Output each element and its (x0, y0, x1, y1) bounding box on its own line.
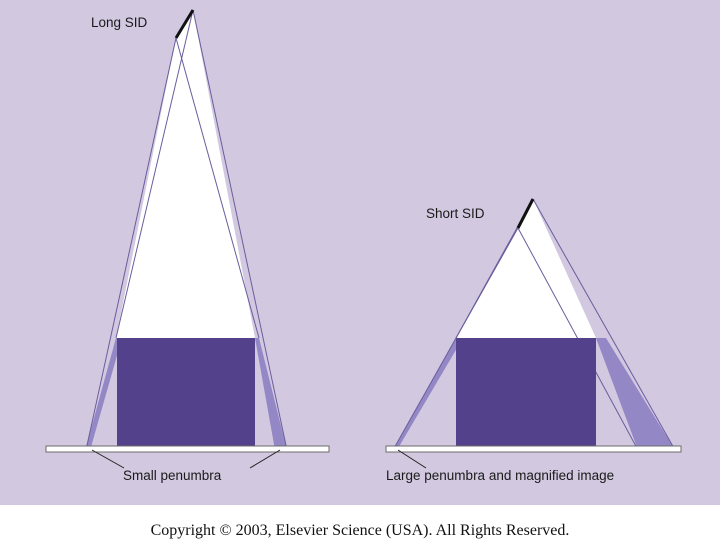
long-sid-ray-right-inner (175, 37, 260, 339)
long-sid-ray-left-inner (115, 9, 194, 339)
short-sid-right-penumbra (596, 338, 675, 450)
long-sid-beam-cone (116, 10, 255, 338)
short-sid-ray-right (532, 198, 676, 451)
long-sid-object (117, 338, 255, 446)
long-sid-penumbra-pointer-right (249, 449, 281, 469)
short-sid-ray-left (392, 227, 519, 451)
short-sid-source (516, 198, 535, 229)
short-sid-penumbra-pointer (397, 449, 427, 469)
long-sid-penumbra-pointer-left (91, 449, 125, 469)
long-sid-source (174, 9, 195, 39)
short-sid-label: Short SID (426, 206, 485, 221)
long-sid-right-penumbra (255, 338, 287, 450)
small-penumbra-label: Small penumbra (123, 468, 222, 483)
short-sid-left-penumbra (393, 338, 463, 450)
copyright-notice: Copyright © 2003, Elsevier Science (USA)… (150, 522, 570, 539)
long-sid-ray-left (85, 37, 177, 451)
large-penumbra-label: Large penumbra and magnified image (386, 468, 614, 483)
diagram-panel: Long SID Small penumbra Short SID Large … (0, 0, 720, 505)
long-sid-group: Long SID Small penumbra (45, 9, 330, 483)
long-sid-ray-right (192, 9, 288, 451)
long-sid-film (45, 445, 330, 453)
penumbra-diagram: Long SID Small penumbra Short SID Large … (45, 9, 682, 483)
long-sid-left-penumbra (86, 338, 122, 447)
long-sid-label: Long SID (91, 15, 148, 30)
short-sid-beam-cone (456, 199, 596, 338)
short-sid-group: Short SID Large penumbra and magnified i… (385, 198, 682, 483)
short-sid-film (385, 445, 682, 453)
short-sid-object (456, 338, 596, 446)
